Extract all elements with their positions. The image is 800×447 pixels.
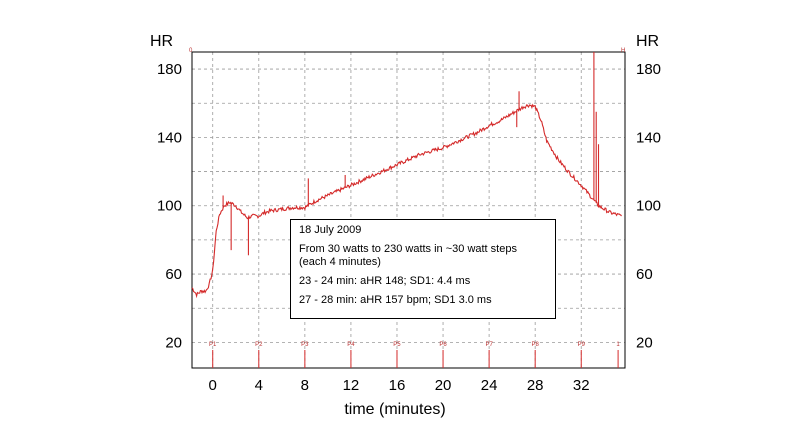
stage-marker-label: P8 bbox=[532, 342, 540, 348]
y-tick-label-left: 60 bbox=[165, 266, 182, 283]
y-tick-labels-left: 20 60 100 140 180 bbox=[157, 61, 182, 351]
y-tick-label-right: 60 bbox=[636, 266, 653, 283]
x-axis-title: time (minutes) bbox=[344, 401, 445, 418]
stage-marker-label: P6 bbox=[439, 342, 447, 348]
y-tick-label-left: 180 bbox=[157, 61, 182, 78]
annotation-line-1: From 30 watts to 230 watts in ~30 watt s… bbox=[299, 243, 517, 255]
y-tick-label-right: 180 bbox=[636, 61, 661, 78]
x-tick-label: 20 bbox=[435, 377, 452, 394]
y-tick-label-right: 20 bbox=[636, 334, 653, 351]
y-tick-label-right: 100 bbox=[636, 198, 661, 215]
x-tick-label: 8 bbox=[301, 377, 309, 394]
annotation-date: 18 July 2009 bbox=[299, 224, 362, 236]
stage-marker-label: P2 bbox=[255, 342, 263, 348]
x-tick-label: 12 bbox=[343, 377, 360, 394]
stage-markers: P1 P2 P3 P4 P5 P6 P7 P8 P9 1 bbox=[209, 342, 620, 368]
y-tick-label-left: 100 bbox=[157, 198, 182, 215]
stage-marker-label: P3 bbox=[301, 342, 309, 348]
annotation-line-3: 23 - 24 min: aHR 148; SD1: 4.4 ms bbox=[299, 275, 471, 287]
annotation-line-4: 27 - 28 min: aHR 157 bpm; SD1 3.0 ms bbox=[299, 294, 492, 306]
stage-marker-label: 1 bbox=[616, 342, 620, 348]
plot-frame bbox=[191, 51, 626, 369]
corner-label-left: 0 bbox=[189, 48, 193, 54]
corner-label-right: H bbox=[621, 48, 625, 54]
stage-marker-label: P7 bbox=[485, 342, 493, 348]
hr-line bbox=[191, 103, 622, 299]
stage-marker-label: P4 bbox=[347, 342, 355, 348]
stage-marker-label: P9 bbox=[578, 342, 586, 348]
x-tick-labels: 0 4 8 12 16 20 24 28 32 bbox=[209, 377, 590, 394]
stage-marker-label: P1 bbox=[209, 342, 217, 348]
stage-marker-label: P5 bbox=[393, 342, 401, 348]
x-tick-label: 16 bbox=[389, 377, 406, 394]
annotation-line-2: (each 4 minutes) bbox=[299, 256, 381, 268]
hr-series bbox=[191, 52, 622, 299]
x-tick-label: 4 bbox=[255, 377, 263, 394]
x-tick-label: 0 bbox=[209, 377, 217, 394]
x-tick-label: 28 bbox=[527, 377, 544, 394]
y-axis-title-right: HR bbox=[636, 33, 659, 50]
x-tick-label: 24 bbox=[481, 377, 498, 394]
y-tick-label-left: 140 bbox=[157, 129, 182, 146]
y-tick-label-left: 20 bbox=[165, 334, 182, 351]
y-tick-labels-right: 20 60 100 140 180 bbox=[636, 61, 661, 351]
grid bbox=[192, 52, 625, 368]
y-tick-label-right: 140 bbox=[636, 129, 661, 146]
x-tick-label: 32 bbox=[573, 377, 590, 394]
annotation-box: 18 July 2009 From 30 watts to 230 watts … bbox=[290, 219, 556, 319]
y-axis-title-left: HR bbox=[150, 33, 173, 50]
